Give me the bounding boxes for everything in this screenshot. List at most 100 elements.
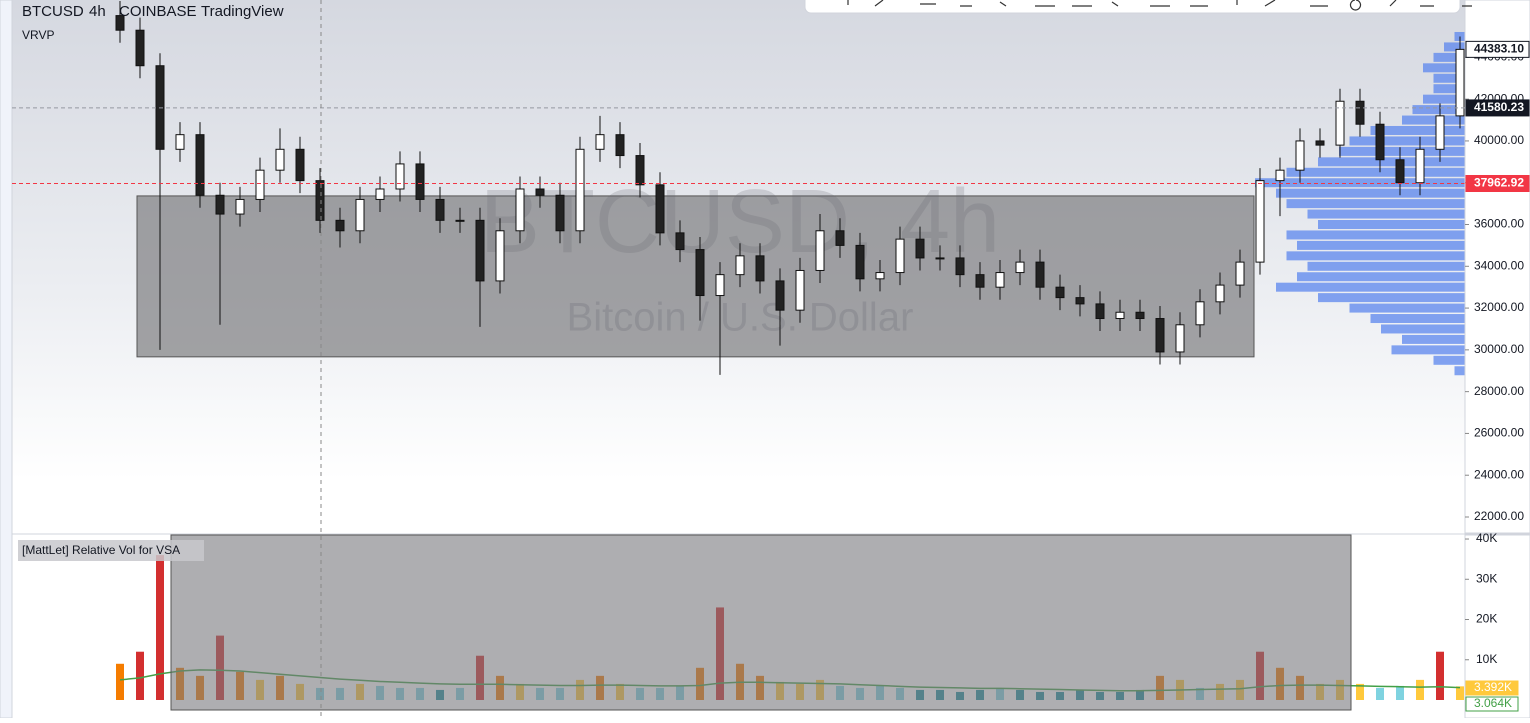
candle-body xyxy=(915,238,925,259)
profile-bar xyxy=(1286,199,1465,209)
candle-body xyxy=(815,230,825,271)
profile-bar xyxy=(1402,334,1465,344)
indicator-title: [MattLet] Relative Vol for VSA xyxy=(22,543,180,557)
profile-bar xyxy=(1370,314,1465,324)
price-axis xyxy=(1464,0,1530,534)
profile-bar xyxy=(1255,178,1465,188)
candle-body xyxy=(1455,48,1465,117)
candle-body xyxy=(1075,297,1085,305)
source: TradingView xyxy=(201,3,284,20)
toolbar-panel[interactable] xyxy=(804,0,1461,14)
candle-body xyxy=(855,244,865,280)
y-tick-label: 28000.00 xyxy=(1474,384,1524,398)
candle-body xyxy=(515,188,525,232)
profile-bar xyxy=(1433,52,1465,62)
candle-body xyxy=(315,180,325,221)
profile-bar xyxy=(1433,355,1465,365)
candle-body xyxy=(1135,311,1145,320)
y-tick-label: 32000.00 xyxy=(1474,300,1524,314)
candle-body xyxy=(475,219,485,282)
candle-body xyxy=(215,194,225,215)
price-label: 44383.10 xyxy=(1474,42,1524,56)
candle-body xyxy=(355,198,365,232)
candle-body xyxy=(335,219,345,232)
profile-bar xyxy=(1286,251,1465,261)
volume-bar xyxy=(1376,687,1384,700)
profile-bar xyxy=(1307,261,1465,271)
volume-label: 3.392K xyxy=(1474,680,1512,694)
candle-body xyxy=(1175,324,1185,353)
candle-body xyxy=(755,255,765,282)
candle-body xyxy=(715,274,725,297)
profile-bar xyxy=(1433,84,1465,94)
candle-body xyxy=(235,198,245,215)
candle-body xyxy=(435,198,445,221)
candle-body xyxy=(275,148,285,171)
volume-label: 3.064K xyxy=(1474,696,1512,710)
candle-body xyxy=(1115,311,1125,320)
profile-bar xyxy=(1454,366,1465,376)
profile-bar xyxy=(1402,115,1465,125)
price-label-box xyxy=(1465,174,1530,192)
profile-bar xyxy=(1318,293,1465,303)
price-label: 41580.23 xyxy=(1474,100,1524,114)
profile-bar xyxy=(1391,345,1465,355)
candle-body xyxy=(1415,148,1425,184)
candle-body xyxy=(1055,286,1065,299)
candle-body xyxy=(615,134,625,157)
candle-body xyxy=(1015,261,1025,274)
y-tick-label: 26000.00 xyxy=(1474,426,1524,440)
candle-body xyxy=(835,230,845,246)
profile-bar xyxy=(1349,303,1465,313)
profile-bar xyxy=(1370,125,1465,135)
profile-bar xyxy=(1433,73,1465,83)
candle-body xyxy=(695,249,705,297)
indicator: VRVP xyxy=(22,28,54,42)
candle-body xyxy=(1035,261,1045,288)
indicator-title-box xyxy=(18,540,204,561)
candle-body xyxy=(1295,140,1305,171)
candle-body xyxy=(255,169,265,200)
candle-body xyxy=(875,272,885,280)
toolbar[interactable] xyxy=(804,0,1472,14)
profile-bar xyxy=(1444,42,1465,52)
candle-body xyxy=(175,134,185,150)
y-tick-label: 30000.00 xyxy=(1474,342,1524,356)
candle-body xyxy=(535,188,545,196)
candle-body xyxy=(735,255,745,276)
y-tick-label: 36000.00 xyxy=(1474,217,1524,231)
candle-body xyxy=(1315,140,1325,146)
candle-body xyxy=(1235,261,1245,286)
toolbar-icons xyxy=(847,0,1472,11)
y-tick-label: 24000.00 xyxy=(1474,467,1524,481)
profile-bar xyxy=(1286,167,1465,177)
profile-bar xyxy=(1307,209,1465,219)
candle-body xyxy=(895,238,905,274)
volume-label-box xyxy=(1465,680,1519,696)
candle-body xyxy=(455,219,465,222)
volume-bar xyxy=(156,555,164,700)
candle-body xyxy=(1435,115,1445,150)
profile-bar xyxy=(1381,324,1465,334)
candle-body xyxy=(635,155,645,186)
profile-bar xyxy=(1412,105,1465,115)
profile-bar xyxy=(1276,188,1465,198)
candle-body xyxy=(295,148,305,182)
profile-bar xyxy=(1318,157,1465,167)
candle-body xyxy=(575,148,585,232)
y-tick-label: 34000.00 xyxy=(1474,258,1524,272)
profile-bar xyxy=(1423,63,1465,73)
candle-body xyxy=(1255,180,1265,263)
profile-bar xyxy=(1349,136,1465,146)
candle-body xyxy=(495,230,505,282)
candle-body xyxy=(675,232,685,251)
y-tick-label: 20K xyxy=(1476,612,1497,626)
volume-label-box xyxy=(1465,696,1519,712)
left-strip xyxy=(0,0,13,719)
volume-range-box xyxy=(170,534,1352,711)
candle-body xyxy=(415,163,425,200)
candle-body xyxy=(995,272,1005,288)
volume-bar xyxy=(1356,683,1364,700)
profile-bar xyxy=(1276,282,1465,292)
